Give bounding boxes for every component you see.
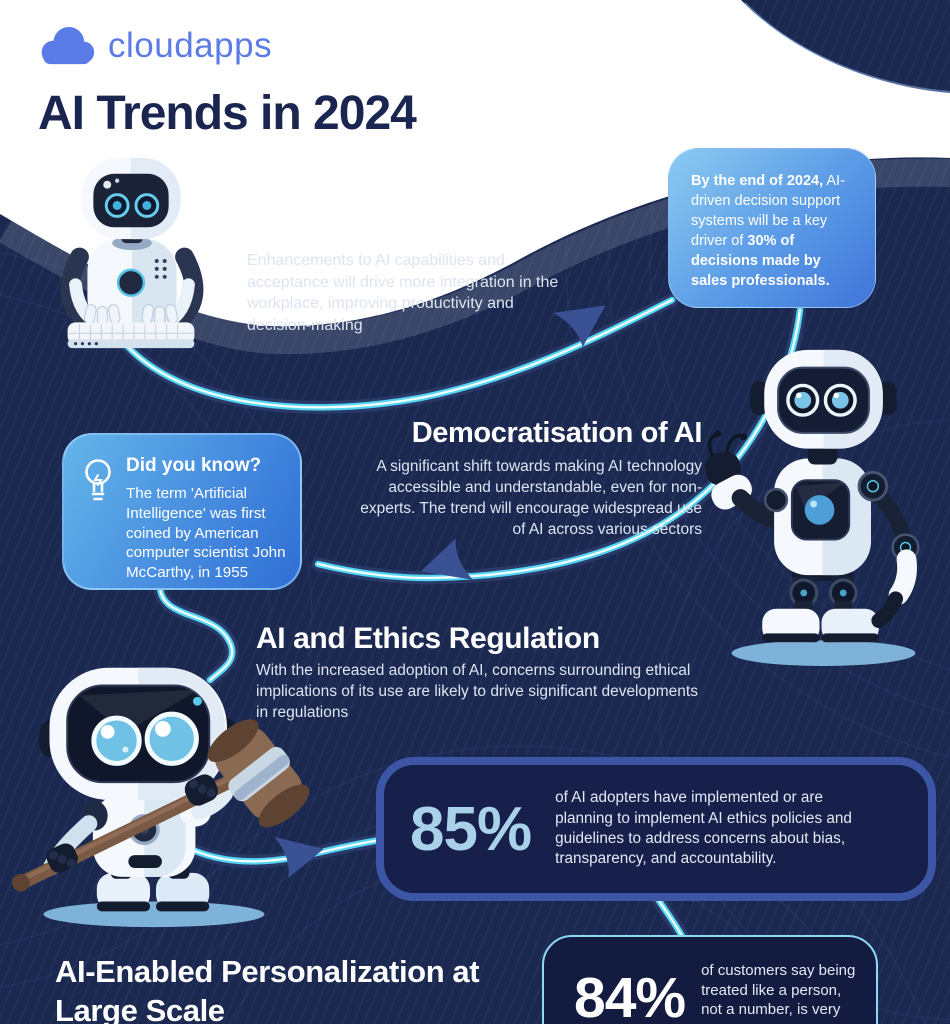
prediction-callout-card: By the end of 2024, AI-driven decision s… xyxy=(668,148,876,308)
robot-gavel-illustration xyxy=(11,667,310,928)
brand-logo: cloudapps xyxy=(38,26,272,66)
ethics-heading: AI and Ethics Regulation xyxy=(256,622,600,655)
robot-waving-illustration xyxy=(704,349,920,666)
gavel-illustration xyxy=(11,719,310,892)
stat-84-card: 84% of customers say being treated like … xyxy=(542,935,878,1024)
did-you-know-card: Did you know? The term 'Artificial Intel… xyxy=(62,433,302,590)
stat-85-value: 85% xyxy=(410,794,532,864)
callout-lead: By the end of 2024, xyxy=(691,173,824,189)
did-you-know-body: The term 'Artificial Intelligence' was f… xyxy=(126,485,286,581)
personalization-heading: AI-Enabled Personalization at Large Scal… xyxy=(55,954,480,1024)
page-title: AI Trends in 2024 xyxy=(38,87,417,140)
democratisation-heading: Democratisation of AI xyxy=(411,417,703,449)
stat-84-body: of customers say being treated like a pe… xyxy=(701,962,856,1018)
workplace-ai-body: Enhancements to AI capabilities and acce… xyxy=(247,252,559,334)
stat-85-body: of AI adopters have implemented or are p… xyxy=(555,789,852,868)
democratisation-body: A significant shift towards making AI te… xyxy=(360,458,702,538)
robot-typing-illustration xyxy=(60,157,204,349)
workplace-ai-heading: Workplace AI xyxy=(247,211,431,244)
stat-85-card: 85% of AI adopters have implemented or a… xyxy=(376,757,936,901)
lightbulb-icon xyxy=(85,459,111,501)
cloud-icon xyxy=(41,26,95,65)
brand-wordmark: cloudapps xyxy=(108,26,273,65)
did-you-know-heading: Did you know? xyxy=(126,455,262,476)
ethics-body: With the increased adoption of AI, conce… xyxy=(256,662,698,721)
stat-84-value: 84% xyxy=(574,966,686,1024)
